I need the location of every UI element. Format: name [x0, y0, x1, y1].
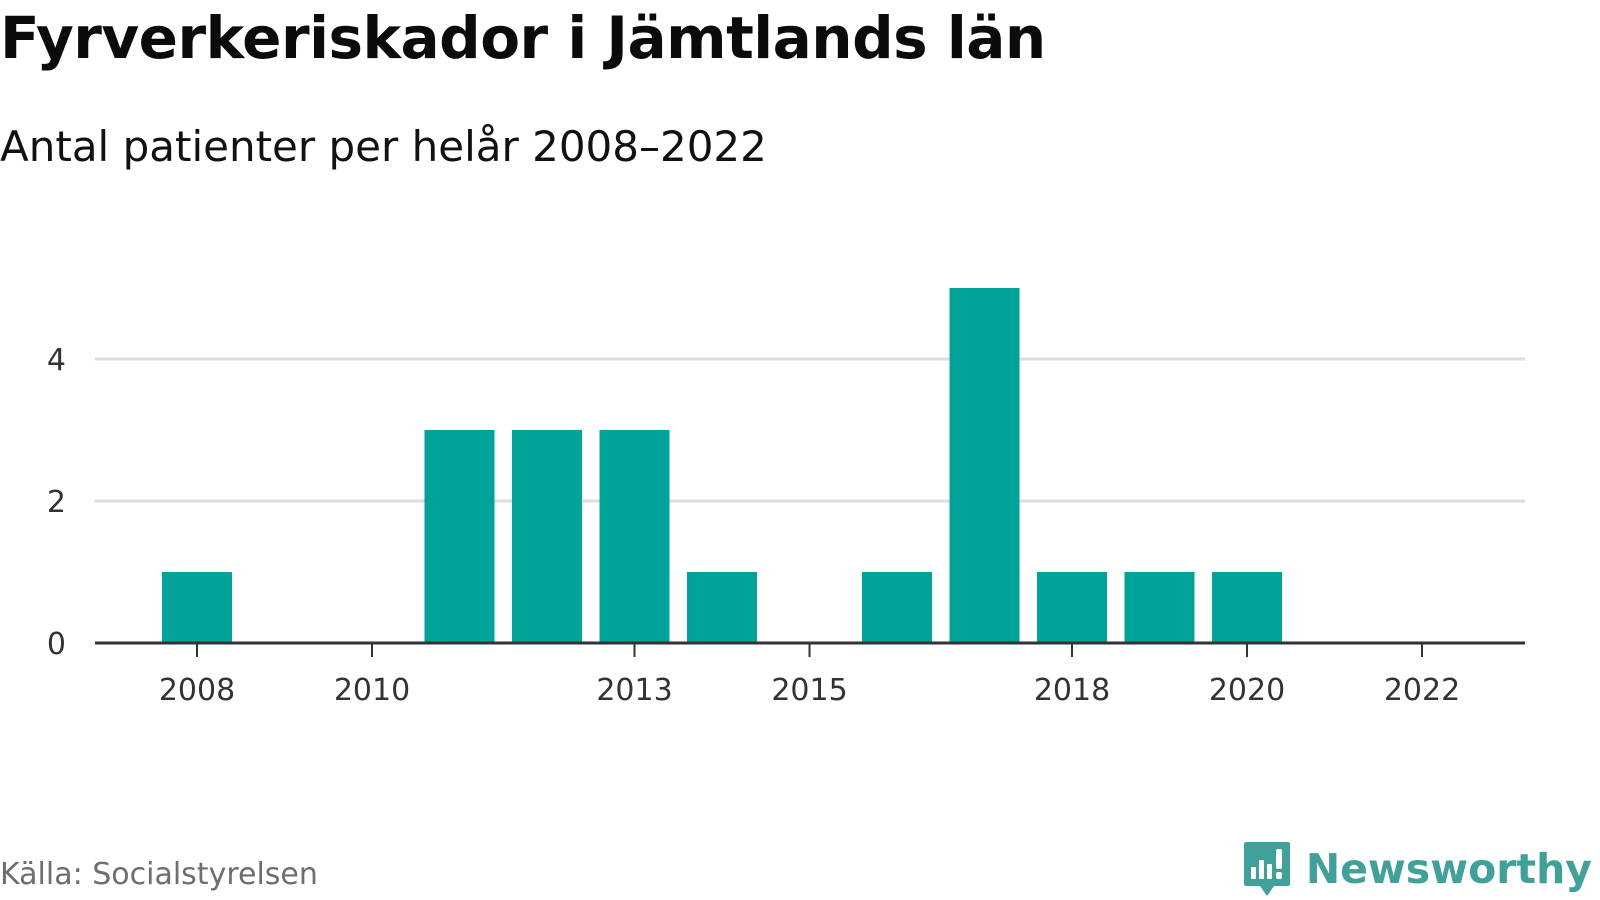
brand-name: Newsworthy	[1305, 845, 1592, 893]
bars	[162, 288, 1282, 643]
x-tick-label: 2020	[1209, 673, 1285, 708]
bar-2008	[162, 572, 232, 643]
bar-2018	[1037, 572, 1107, 643]
bar-2019	[1124, 572, 1195, 643]
bar-2017	[949, 288, 1020, 643]
x-tick-label: 2013	[596, 673, 672, 708]
bar-2012	[512, 430, 582, 643]
bar-2014	[687, 572, 757, 643]
chart-subtitle: Antal patienter per helår 2008–2022	[0, 122, 767, 171]
y-tick-label: 2	[47, 485, 66, 520]
y-tick-label: 0	[47, 627, 66, 662]
tick-labels: 0 2 4 2008 2010 2013 2015 2018 2020 2022	[47, 343, 1460, 708]
x-tick-label: 2018	[1034, 673, 1110, 708]
source-note: Källa: Socialstyrelsen	[0, 857, 318, 892]
bar-2016	[862, 572, 932, 643]
gridlines	[95, 357, 1525, 503]
axes	[95, 641, 1525, 657]
bar-2013	[599, 430, 670, 643]
x-tick-label: 2008	[159, 673, 235, 708]
x-tick-label: 2010	[334, 673, 410, 708]
brand-logo: Newsworthy	[1242, 840, 1592, 898]
bar-2020	[1212, 572, 1282, 643]
bar-2011	[424, 430, 495, 643]
chart-title: Fyrverkeriskador i Jämtlands län	[0, 4, 1046, 72]
y-tick-label: 4	[47, 343, 66, 378]
x-tick-label: 2015	[771, 673, 847, 708]
newsworthy-logo-icon	[1243, 842, 1290, 896]
x-tick-label: 2022	[1384, 673, 1460, 708]
